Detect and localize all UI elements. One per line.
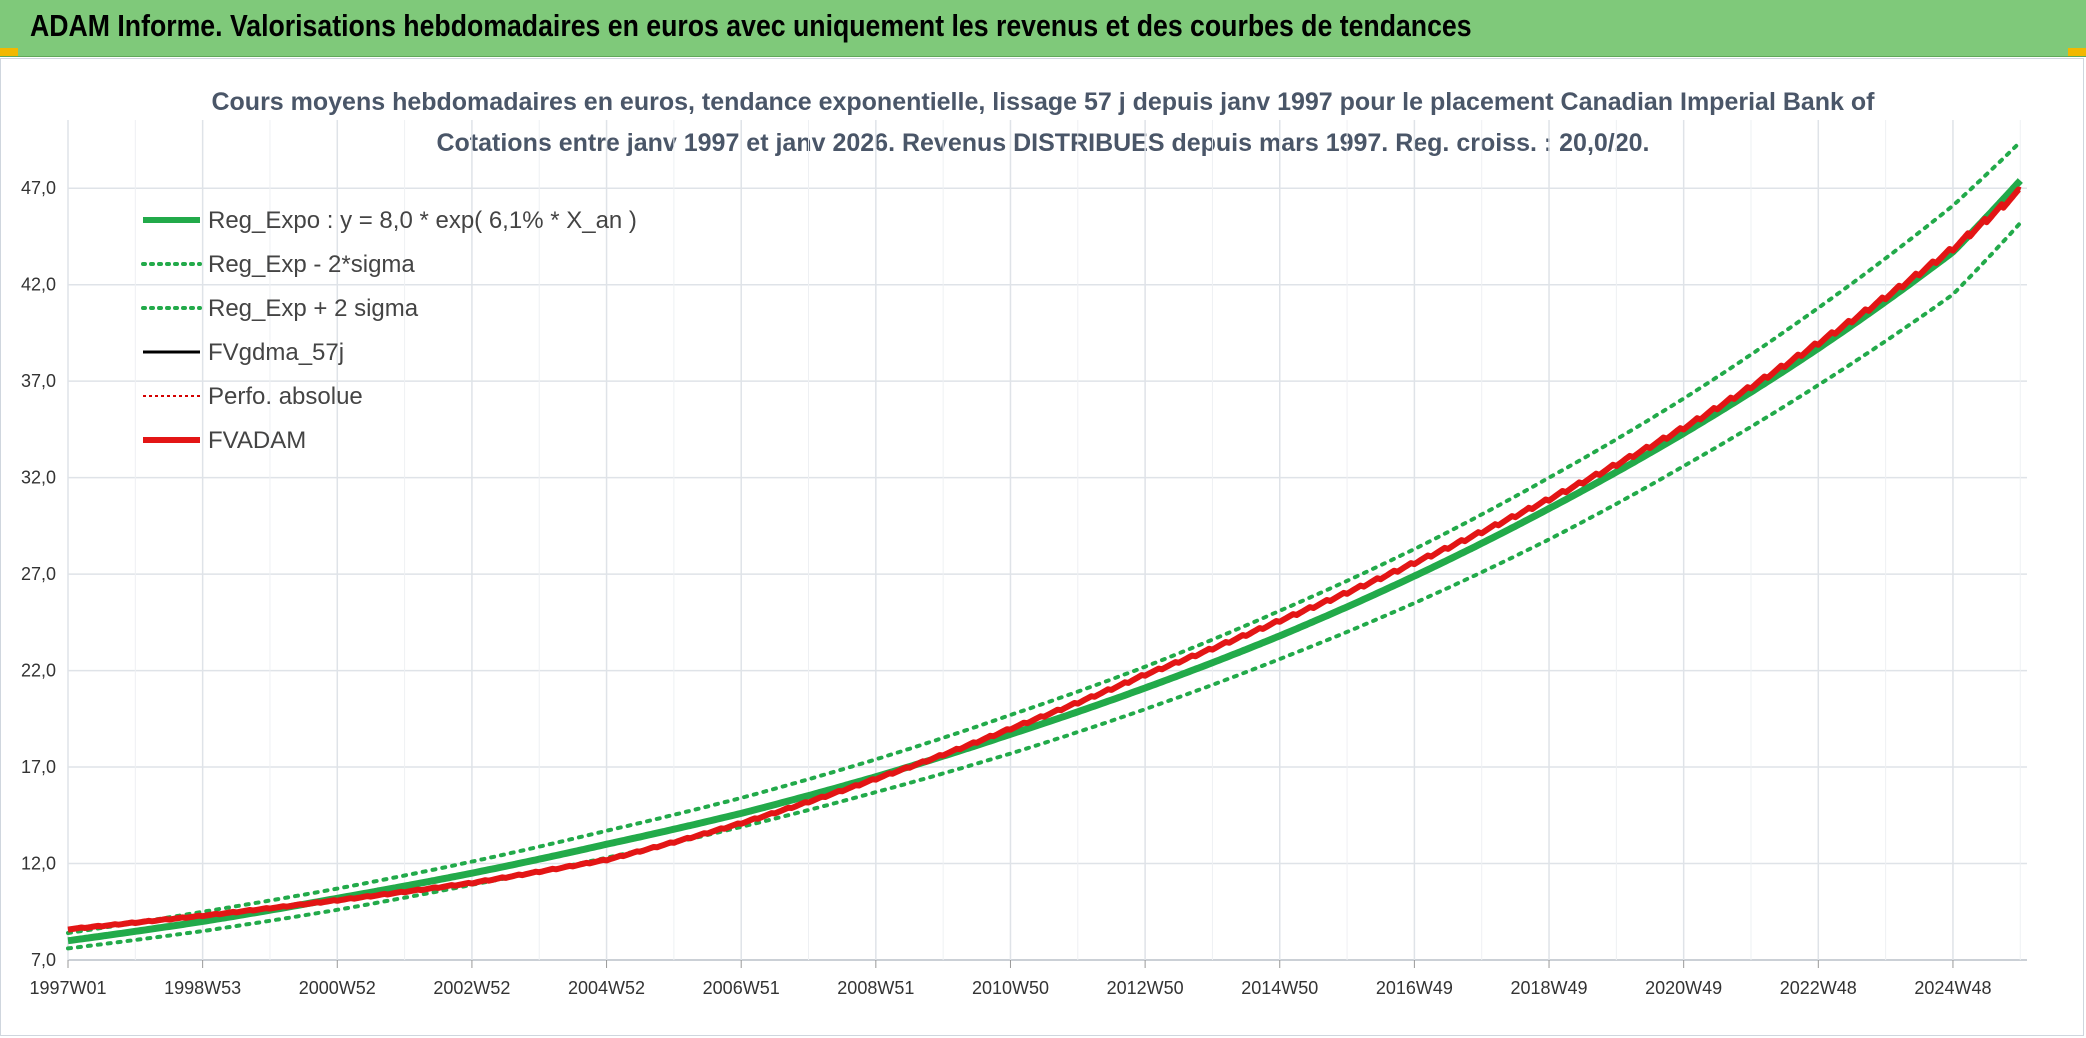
y-tick-label: 37,0 [21, 371, 56, 391]
x-tick-label: 2000W52 [299, 978, 376, 998]
x-tick-label: 2024W48 [1914, 978, 1991, 998]
report-title: ADAM Informe. Valorisations hebdomadaire… [30, 8, 1472, 43]
y-tick-label: 47,0 [21, 178, 56, 198]
chart-title-line-2: Cotations entre janv 1997 et janv 2026. … [436, 129, 1649, 157]
x-tick-label: 1998W53 [164, 978, 241, 998]
y-tick-label: 22,0 [21, 661, 56, 681]
legend-label: Reg_Expo : y = 8,0 * exp( 6,1% * X_an ) [208, 207, 637, 234]
series-line-fvadam [67, 186, 2022, 933]
x-tick-label: 2018W49 [1510, 978, 1587, 998]
y-tick-label: 32,0 [21, 468, 56, 488]
x-tick-label: 2008W51 [837, 978, 914, 998]
legend-label: Perfo. absolue [208, 383, 363, 410]
corner-marker-left [0, 48, 18, 56]
y-tick-label: 17,0 [21, 757, 56, 777]
chart-area [0, 58, 2084, 1036]
legend-label: FVgdma_57j [208, 339, 344, 366]
x-tick-label: 2006W51 [703, 978, 780, 998]
series-line-reg-expo-y-8-0-exp-6-1-x-an [67, 178, 2023, 945]
chart-title-line-1: Cours moyens hebdomadaires en euros, ten… [211, 88, 1875, 116]
legend-label: Reg_Exp + 2 sigma [208, 295, 419, 322]
y-tick-label: 42,0 [21, 275, 56, 295]
x-tick-label: 2020W49 [1645, 978, 1722, 998]
corner-marker-right [2068, 48, 2086, 56]
x-tick-label: 1997W01 [29, 978, 106, 998]
x-tick-label: 2022W48 [1780, 978, 1857, 998]
y-tick-label: 12,0 [21, 854, 56, 874]
y-tick-label: 27,0 [21, 564, 56, 584]
series-line-reg-exp-2-sigma [66, 221, 2023, 951]
x-tick-label: 2012W50 [1107, 978, 1184, 998]
x-tick-label: 2014W50 [1241, 978, 1318, 998]
report-banner: ADAM Informe. Valorisations hebdomadaire… [0, 0, 2086, 57]
x-tick-label: 2002W52 [433, 978, 510, 998]
y-tick-label: 7,0 [31, 950, 56, 970]
x-tick-label: 2016W49 [1376, 978, 1453, 998]
legend-label: Reg_Exp - 2*sigma [208, 251, 415, 278]
legend-label: FVADAM [208, 427, 306, 454]
x-tick-label: 2004W52 [568, 978, 645, 998]
series-line-reg-exp-2-sigma [66, 139, 2023, 935]
x-tick-label: 2010W50 [972, 978, 1049, 998]
